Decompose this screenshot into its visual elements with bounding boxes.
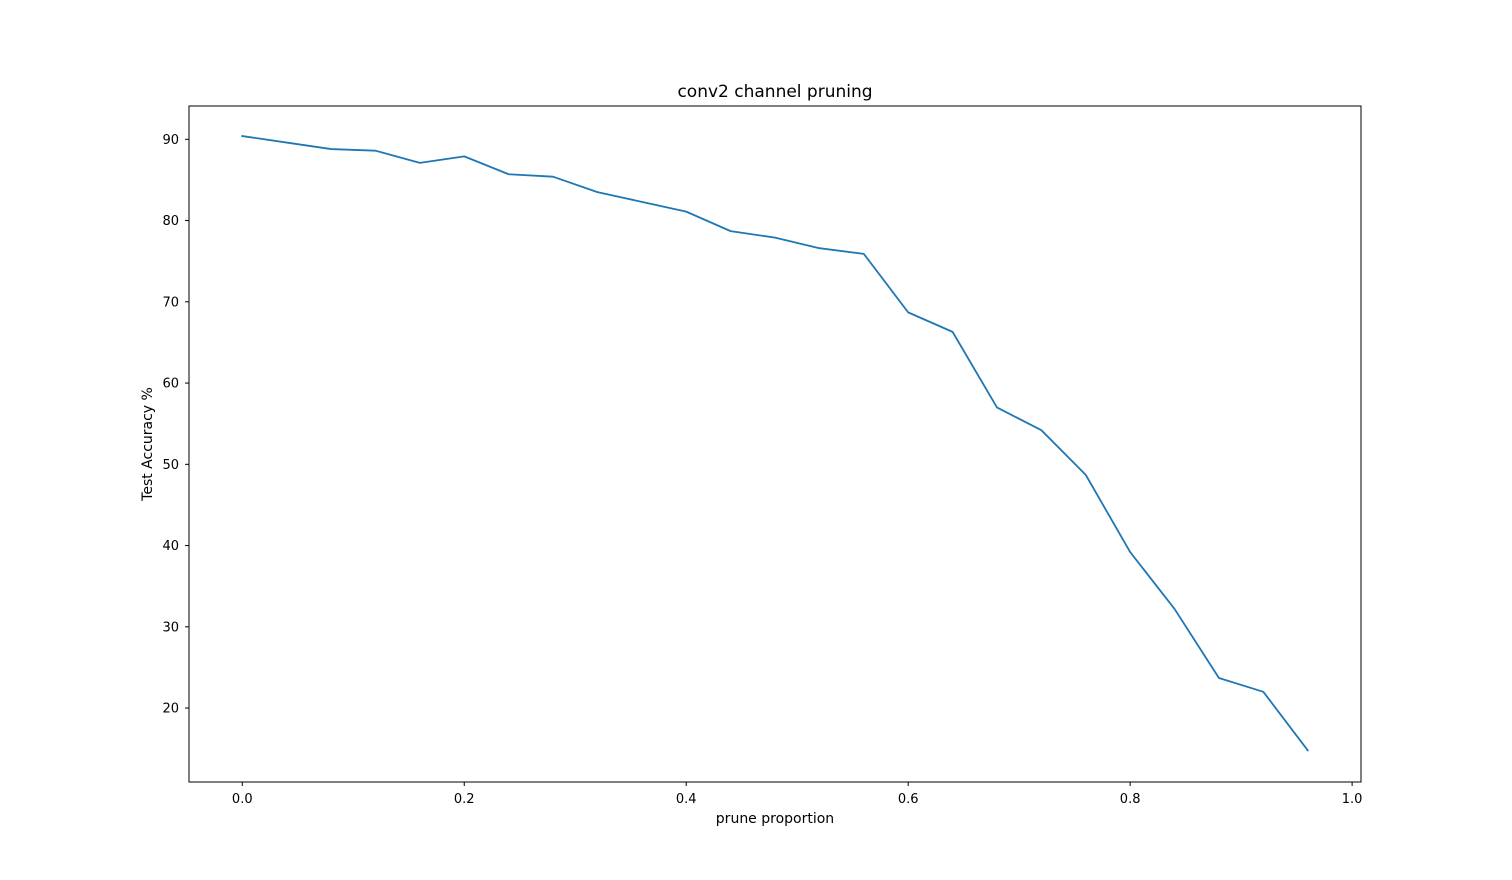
y-axis: 20 30 40 50 60 70 80 90: [162, 133, 189, 717]
y-tick-label: 70: [162, 295, 179, 310]
x-tick-label: 0.2: [454, 792, 475, 807]
y-tick-label: 20: [162, 702, 179, 717]
x-tick-label: 0.6: [898, 792, 919, 807]
axes-frame: [188, 105, 1362, 783]
x-axis-label: prune proportion: [716, 811, 834, 827]
y-tick-label: 40: [162, 539, 179, 554]
y-tick-label: 80: [162, 214, 179, 229]
y-tick-label: 30: [162, 620, 179, 635]
y-tick-label: 50: [162, 458, 179, 473]
x-tick-label: 1.0: [1342, 792, 1363, 807]
plot-area: [241, 135, 1309, 752]
x-axis: 0.0 0.2 0.4 0.6 0.8 1.0: [232, 782, 1363, 807]
y-tick-label: 90: [162, 133, 179, 148]
x-tick-label: 0.8: [1120, 792, 1141, 807]
chart-title: conv2 channel pruning: [677, 82, 872, 102]
x-tick-label: 0.0: [232, 792, 253, 807]
y-axis-label: Test Accuracy %: [140, 387, 156, 502]
series-line: [241, 135, 1309, 752]
x-tick-label: 0.4: [676, 792, 697, 807]
y-tick-label: 60: [162, 377, 179, 392]
